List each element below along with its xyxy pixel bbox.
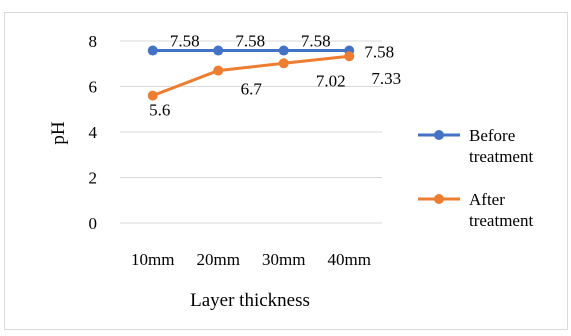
series-group xyxy=(147,45,355,101)
legend-swatch-marker xyxy=(434,194,444,204)
data-label: 7.02 xyxy=(316,71,346,90)
y-axis-ticks: 0 2 4 6 8 xyxy=(89,32,98,233)
legend-label: treatment xyxy=(469,211,533,230)
y-axis-title: pH xyxy=(48,121,69,145)
gridlines xyxy=(120,40,382,224)
data-point xyxy=(278,58,289,69)
data-label: 7.58 xyxy=(364,43,394,62)
y-tick-label: 6 xyxy=(89,78,98,97)
data-label: 6.7 xyxy=(241,80,263,99)
x-tick-label: 30mm xyxy=(262,250,305,269)
data-label: 5.6 xyxy=(149,101,170,120)
data-labels: 7.58 7.58 7.58 7.58 5.6 6.7 7.02 7.33 xyxy=(149,32,401,120)
data-label: 7.58 xyxy=(301,32,331,51)
legend-swatch-marker xyxy=(434,130,444,140)
x-axis-title: Layer thickness xyxy=(190,290,310,311)
y-tick-label: 0 xyxy=(89,214,98,233)
x-tick-label: 40mm xyxy=(328,250,371,269)
legend-label: Before xyxy=(469,126,515,145)
data-point xyxy=(213,45,224,56)
legend-label: After xyxy=(469,190,505,209)
data-point xyxy=(147,90,158,101)
y-tick-label: 4 xyxy=(89,123,98,142)
x-axis-ticks: 10mm 20mm 30mm 40mm xyxy=(131,250,371,269)
data-label: 7.33 xyxy=(371,69,401,88)
data-point xyxy=(278,45,289,56)
y-tick-label: 2 xyxy=(89,169,98,188)
data-label: 7.58 xyxy=(170,32,200,51)
series-line xyxy=(152,54,350,98)
x-tick-label: 20mm xyxy=(197,250,240,269)
data-point xyxy=(147,45,158,56)
x-tick-label: 10mm xyxy=(131,250,174,269)
data-label: 7.58 xyxy=(235,32,265,51)
data-point xyxy=(213,65,224,76)
legend-label: treatment xyxy=(469,147,533,166)
legend: Before treatment After treatment xyxy=(418,126,533,230)
y-tick-label: 8 xyxy=(89,32,98,51)
data-point xyxy=(344,51,355,62)
